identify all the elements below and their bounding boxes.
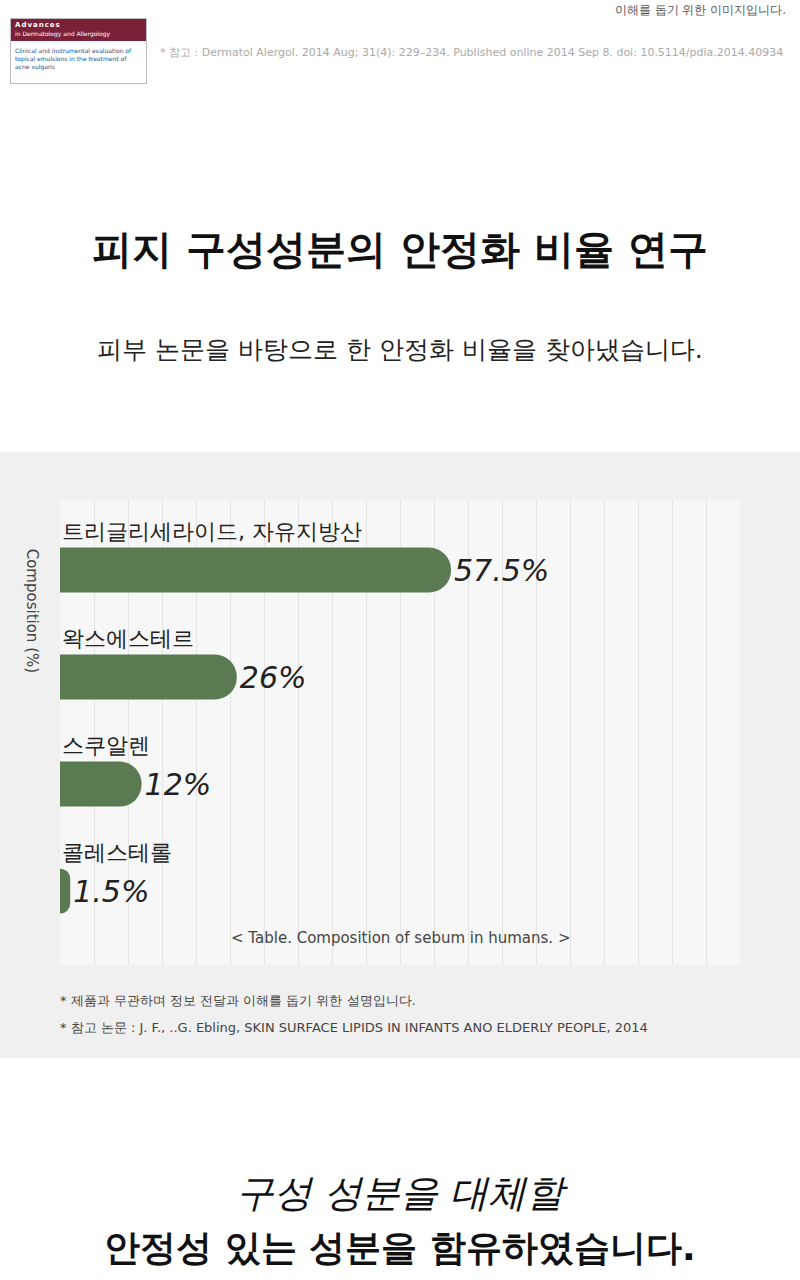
html-text:* 참고 논문 : J. F., ..G. Ebling,: * 참고 논문 : J. F., ..G. Ebling, SKIN SURFA… [60, 1020, 648, 1035]
html-text:피부 논문을 바탕으로 한 안정화 비율을 찾아냈습니다.: 피부 논문을 바탕으로 한 안정화 비율을 찾아냈습니다. [97, 335, 703, 364]
svg-text:1.5%: 1.5% [73, 874, 149, 909]
html-text:* 제품과 무관하며 정보 전달과 이해를 돕기 위한 설명: * 제품과 무관하며 정보 전달과 이해를 돕기 위한 설명입니다. [60, 993, 416, 1008]
svg-text:왁스에스테르: 왁스에스테르 [62, 626, 194, 651]
html-text:Advances: Advances [15, 21, 61, 29]
html-text:* 참고 : Dermatol Alergol. 2014: * 참고 : Dermatol Alergol. 2014 Aug; 31(4)… [160, 46, 784, 59]
html-text:피지 구성성분의 안정화 비율 연구: 피지 구성성분의 안정화 비율 연구 [92, 226, 708, 272]
html-text:구성 성분을 대체할: 구성 성분을 대체할 [235, 1171, 565, 1215]
html-text:이해를 돕기 위한 이미지입니다.: 이해를 돕기 위한 이미지입니다. [614, 3, 786, 17]
svg-text:< Table. Composition of sebum: < Table. Composition of sebum in humans.… [231, 929, 570, 947]
svg-text:Composition (%): Composition (%) [23, 549, 41, 673]
svg-text:트리글리세라이드, 자유지방산: 트리글리세라이드, 자유지방산 [62, 519, 362, 544]
svg-text:26%: 26% [240, 660, 307, 695]
html-text:Clinical and instrumental eval: Clinical and instrumental evaluation of … [15, 47, 132, 70]
svg-text:12%: 12% [145, 767, 212, 802]
svg-text:콜레스테롤: 콜레스테롤 [62, 840, 172, 865]
html-text:안정성 있는 성분을 함유하였습니다.: 안정성 있는 성분을 함유하였습니다. [104, 1227, 696, 1268]
svg-text:57.5%: 57.5% [454, 553, 549, 588]
html-text:in Dermatology and Allergology: in Dermatology and Allergology [15, 30, 111, 37]
svg-text:스쿠알렌: 스쿠알렌 [62, 733, 150, 758]
